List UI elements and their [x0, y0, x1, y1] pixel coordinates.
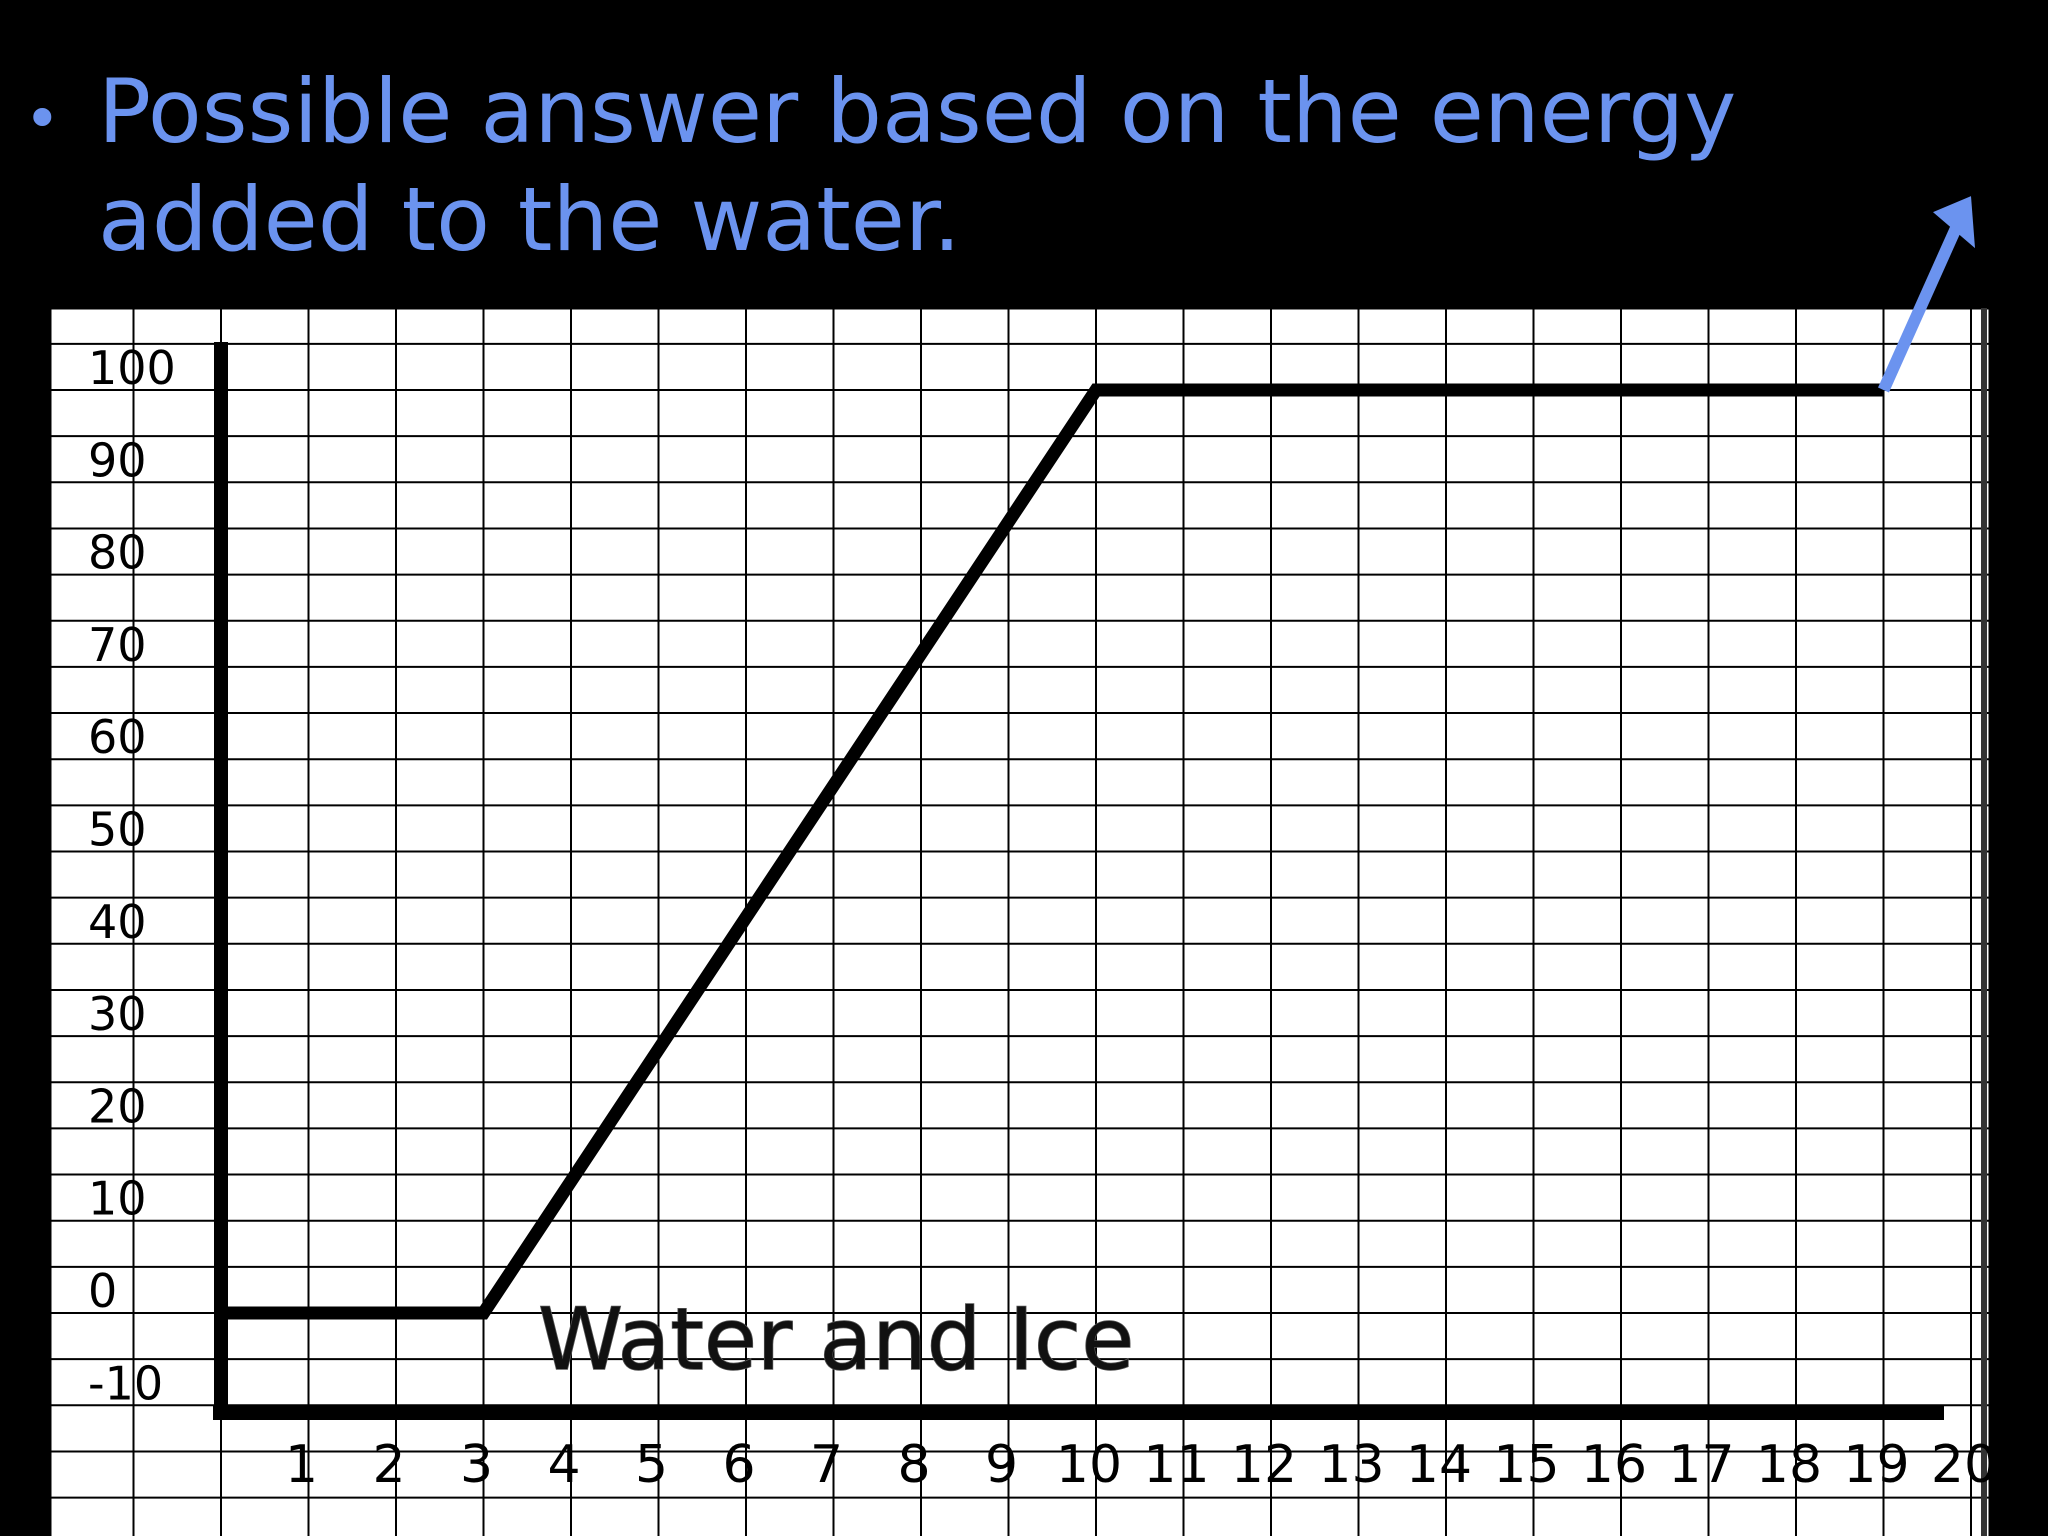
up-right-arrow-icon	[1933, 196, 1975, 249]
graph-border	[48, 306, 1992, 1536]
y-tick-label: 0	[88, 1264, 117, 1318]
x-tick-label: 17	[1668, 1435, 1734, 1495]
x-tick-label: 16	[1581, 1435, 1647, 1495]
y-tick-label: 40	[88, 895, 147, 949]
x-tick-label: 19	[1843, 1435, 1909, 1495]
annotation-water-and-ice: Water and Ice	[538, 1290, 1134, 1390]
y-tick-label: 50	[88, 803, 147, 857]
x-tick-label: 5	[635, 1435, 668, 1495]
x-tick-label: 1	[285, 1435, 318, 1495]
y-tick-label: 20	[88, 1079, 147, 1133]
y-tick-label: 30	[88, 987, 147, 1041]
grid-horizontal	[50, 342, 1990, 1499]
x-tick-label: 7	[810, 1435, 843, 1495]
x-tick-label: 12	[1231, 1435, 1297, 1495]
x-tick-label: 9	[985, 1435, 1018, 1495]
x-tick-label: 2	[372, 1435, 405, 1495]
x-tick-label: 6	[722, 1435, 755, 1495]
title-text: Possible answer based on the energy adde…	[98, 60, 1737, 271]
x-tick-label: 11	[1143, 1435, 1209, 1495]
y-tick-label: 70	[88, 618, 147, 672]
y-tick-label: 80	[88, 526, 147, 580]
y-tick-label: 10	[88, 1172, 147, 1226]
y-tick-label: 100	[88, 341, 176, 395]
x-tick-label: 8	[897, 1435, 930, 1495]
y-tick-label: 60	[88, 710, 147, 764]
slide-title: • Possible answer based on the energy ad…	[0, 40, 2048, 280]
x-tick-label: 13	[1318, 1435, 1384, 1495]
x-tick-label: 15	[1493, 1435, 1559, 1495]
y-tick-label: 90	[88, 433, 147, 487]
x-tick-label: 10	[1056, 1435, 1122, 1495]
x-tick-label: 14	[1406, 1435, 1472, 1495]
y-tick-label: -10	[88, 1356, 163, 1410]
x-tick-label: 4	[547, 1435, 580, 1495]
data-line	[221, 383, 1884, 1320]
bullet-icon: •	[24, 82, 61, 155]
x-tick-label: 3	[460, 1435, 493, 1495]
x-tick-label: 18	[1756, 1435, 1822, 1495]
x-tick-label: 20	[1931, 1435, 1997, 1495]
arrow-shaft	[1878, 207, 1970, 393]
